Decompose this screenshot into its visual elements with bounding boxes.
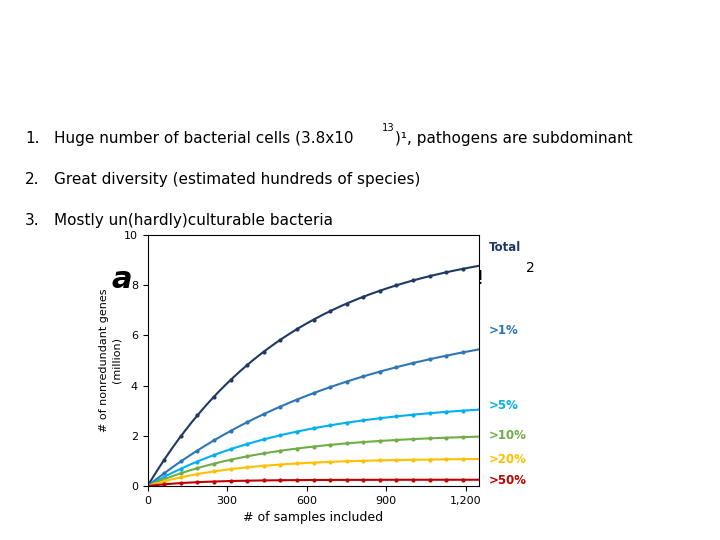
Text: 2.: 2. [25,172,40,187]
Text: >1%: >1% [489,324,518,337]
Text: université: université [529,510,554,515]
Text: >50%: >50% [489,474,527,487]
Text: Huge number of bacterial cells (3.8x10: Huge number of bacterial cells (3.8x10 [54,131,354,146]
Text: ¹Sender, R.: ¹Sender, R. [7,516,60,525]
Text: 32, 834–841 (2014).: 32, 834–841 (2014). [276,516,371,525]
Text: >20%: >20% [489,453,526,466]
Text: PARIS: PARIS [528,518,555,527]
Text: 3.: 3. [25,213,40,228]
Text: A 10M genes catalogue!: A 10M genes catalogue! [248,269,485,288]
Text: DIDEROT: DIDEROT [524,529,559,535]
Text: 4: 4 [672,510,688,531]
Text: 16S profiling and metagenomics allowed a more in-depth: 16S profiling and metagenomics allowed a… [22,19,698,39]
Text: vision of our microbiota: vision of our microbiota [220,60,500,80]
Text: Mostly un(hardly)culturable bacteria: Mostly un(hardly)culturable bacteria [54,213,333,228]
Text: 14, e1002533 (2016); ²Li, J.: 14, e1002533 (2016); ²Li, J. [94,516,224,525]
Text: 2: 2 [526,261,534,275]
Text: Great diversity (estimated hundreds of species): Great diversity (estimated hundreds of s… [54,172,420,187]
X-axis label: # of samples included: # of samples included [243,511,383,524]
Text: Total: Total [489,241,521,254]
Text: )¹, pathogens are subdominant: )¹, pathogens are subdominant [395,131,632,146]
Text: >10%: >10% [489,429,526,442]
Text: a: a [112,265,132,294]
Text: 1.: 1. [25,131,40,146]
Text: Nat. Biotechnol.: Nat. Biotechnol. [213,516,285,525]
Text: >5%: >5% [489,399,518,412]
Y-axis label: # of nonredundant genes
(million): # of nonredundant genes (million) [99,289,121,432]
Text: 13: 13 [382,123,395,133]
Text: PLoS Biol.: PLoS Biol. [55,516,99,525]
